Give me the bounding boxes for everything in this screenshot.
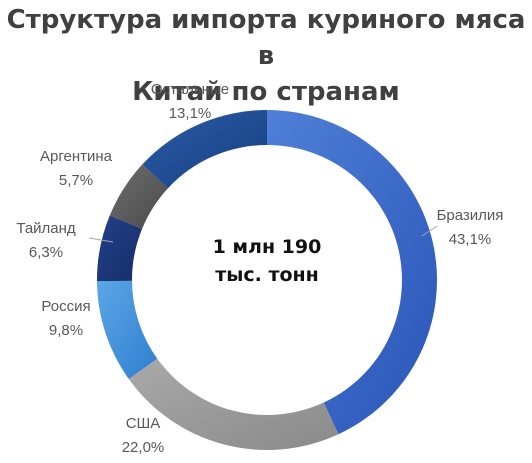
chart-title-line-2: Китай по странам xyxy=(132,77,400,107)
slice-тайланд xyxy=(97,215,143,282)
slice-сша xyxy=(128,358,339,450)
slice-value-остальные: 13,1% xyxy=(169,105,212,122)
slice-value-россия: 9,8% xyxy=(49,322,83,339)
slice-labels: Бразилия 43,1% США 22,0% Россия 9,8% Тайланд 6,… xyxy=(16,81,503,456)
slice-value-аргентина: 5,7% xyxy=(59,172,93,189)
leader-lines xyxy=(88,225,438,243)
slice-name-аргентина: Аргентина xyxy=(40,148,113,165)
center-label-line-2: тыс. тонн xyxy=(215,264,319,286)
slice-value-бразилия: 43,1% xyxy=(449,231,492,248)
slice-value-тайланд: 6,3% xyxy=(29,244,63,261)
slice-name-бразилия: Бразилия xyxy=(437,207,504,224)
chart-title: Структура импорта куриного мяса в Китай … xyxy=(0,2,532,110)
slice-аргентина xyxy=(109,164,169,229)
leader-line-brazil xyxy=(421,225,438,237)
center-label-line-1: 1 млн 190 xyxy=(213,236,322,258)
slice-name-тайланд: Тайланд xyxy=(16,220,76,237)
donut-slices xyxy=(97,110,438,450)
slice-россия xyxy=(97,280,158,380)
slice-name-остальные: Остальные xyxy=(151,81,229,98)
chart-title-line-1: Структура импорта куриного мяса в xyxy=(6,5,526,71)
slice-бразилия xyxy=(267,110,438,435)
slice-остальные xyxy=(142,110,267,189)
leader-line-thailand xyxy=(88,237,114,243)
slice-value-сша: 22,0% xyxy=(122,439,165,456)
slice-name-сша: США xyxy=(126,415,161,432)
slice-name-россия: Россия xyxy=(41,298,90,315)
